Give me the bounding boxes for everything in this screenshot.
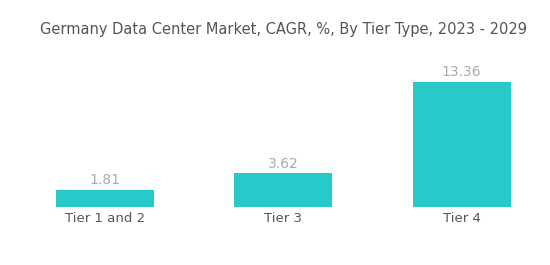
Text: 1.81: 1.81 xyxy=(89,173,120,187)
Bar xyxy=(234,173,332,207)
Text: 13.36: 13.36 xyxy=(442,65,481,80)
Bar xyxy=(412,82,511,207)
Text: 3.62: 3.62 xyxy=(268,157,299,170)
Title: Germany Data Center Market, CAGR, %, By Tier Type, 2023 - 2029: Germany Data Center Market, CAGR, %, By … xyxy=(40,22,527,37)
Bar xyxy=(56,190,154,207)
